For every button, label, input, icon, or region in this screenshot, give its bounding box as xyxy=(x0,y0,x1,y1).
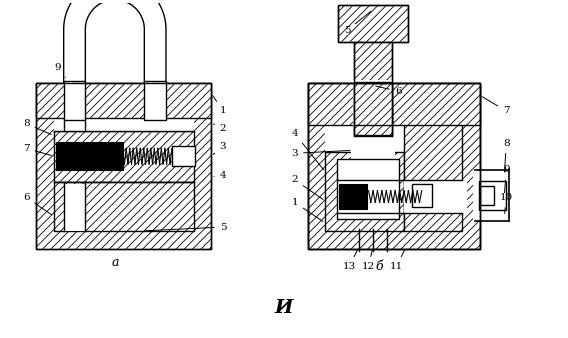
Bar xyxy=(352,80,394,138)
Bar xyxy=(473,171,509,220)
Bar xyxy=(480,187,495,205)
Bar xyxy=(354,42,392,136)
Bar xyxy=(172,146,195,166)
Bar xyxy=(353,80,392,126)
Bar xyxy=(479,182,506,210)
Bar xyxy=(54,131,194,182)
Text: 8: 8 xyxy=(23,119,51,135)
Text: 3: 3 xyxy=(214,142,226,154)
Text: 6: 6 xyxy=(375,86,402,96)
Bar xyxy=(144,81,166,120)
Bar xyxy=(64,81,85,120)
Bar xyxy=(54,182,194,231)
Text: 9: 9 xyxy=(55,63,66,77)
Bar xyxy=(36,83,211,118)
Text: 12: 12 xyxy=(362,249,375,271)
Text: И: И xyxy=(275,299,293,317)
Text: 5: 5 xyxy=(344,11,371,35)
Text: 3: 3 xyxy=(291,149,350,158)
Bar xyxy=(56,142,123,170)
Bar xyxy=(36,83,211,249)
Text: 4: 4 xyxy=(214,171,226,180)
Text: 13: 13 xyxy=(343,249,358,271)
Text: б: б xyxy=(375,260,383,273)
Text: 7: 7 xyxy=(23,144,51,155)
Bar xyxy=(64,184,85,231)
Bar xyxy=(308,83,480,249)
Text: 4: 4 xyxy=(291,129,324,170)
Text: 5: 5 xyxy=(144,222,226,232)
Bar xyxy=(412,184,432,207)
Text: 10: 10 xyxy=(500,193,513,213)
Bar xyxy=(64,118,85,129)
Text: 8: 8 xyxy=(503,139,509,172)
Text: 6: 6 xyxy=(23,193,52,215)
Bar xyxy=(308,83,480,125)
Text: 11: 11 xyxy=(390,249,405,271)
Bar xyxy=(54,83,194,231)
Text: 1: 1 xyxy=(291,198,323,221)
Bar xyxy=(354,83,392,125)
Bar xyxy=(354,82,392,135)
Text: 2: 2 xyxy=(214,124,226,133)
Bar xyxy=(325,152,404,231)
Bar xyxy=(308,83,480,249)
Bar xyxy=(325,101,462,231)
Polygon shape xyxy=(64,0,166,88)
Bar xyxy=(404,180,467,213)
Bar xyxy=(308,83,480,249)
Bar xyxy=(337,5,408,42)
Text: 1: 1 xyxy=(213,96,226,116)
Bar xyxy=(54,118,194,131)
Text: 7: 7 xyxy=(482,97,509,116)
Bar xyxy=(337,159,399,219)
Bar xyxy=(36,83,211,249)
Text: 2: 2 xyxy=(291,175,323,199)
Bar xyxy=(337,5,408,42)
Bar xyxy=(404,101,462,231)
Text: 9: 9 xyxy=(503,166,509,193)
Bar xyxy=(352,138,395,172)
Bar xyxy=(339,184,366,209)
Text: а: а xyxy=(112,256,119,269)
